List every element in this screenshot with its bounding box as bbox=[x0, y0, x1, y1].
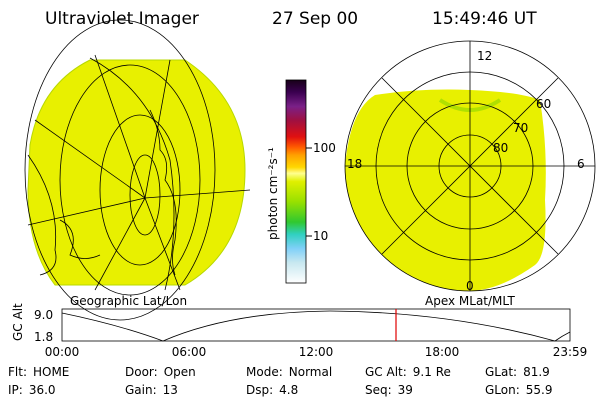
mlt-label: 0 bbox=[466, 279, 474, 293]
info-value: 4.8 bbox=[279, 383, 298, 397]
info-item: Dsp: 4.8 bbox=[246, 383, 298, 397]
info-label: Seq: bbox=[365, 383, 392, 397]
y-tick-label: 9.0 bbox=[34, 308, 53, 322]
y-tick-label: 1.8 bbox=[34, 330, 53, 344]
info-value: HOME bbox=[33, 365, 69, 379]
panel-label: Geographic Lat/Lon bbox=[70, 294, 187, 308]
info-item: GC Alt: 9.1 Re bbox=[365, 365, 451, 379]
info-item: Flt: HOME bbox=[8, 365, 69, 379]
info-value: Normal bbox=[289, 365, 332, 379]
info-value: 13 bbox=[163, 383, 178, 397]
header: Ultraviolet Imager 27 Sep 00 15:49:46 UT bbox=[45, 9, 537, 29]
info-label: Mode: bbox=[246, 365, 283, 379]
colorbar: 100 10 photon cm⁻²s⁻¹ bbox=[266, 79, 336, 284]
title: Ultraviolet Imager bbox=[45, 9, 199, 29]
info-value: 9.1 Re bbox=[413, 365, 451, 379]
colorbar-tick: 10 bbox=[313, 229, 328, 243]
info-label: IP: bbox=[8, 383, 23, 397]
info-item: Gain: 13 bbox=[125, 383, 178, 397]
info-item: Door: Open bbox=[125, 365, 196, 379]
x-tick-label: 00:00 bbox=[45, 345, 80, 359]
altitude-plot: GC Alt 9.0 1.8 00:00 06:00 12:00 18:00 23:59 bbox=[11, 303, 587, 359]
info-label: GLon: bbox=[485, 383, 520, 397]
mlat-label: 70 bbox=[513, 121, 528, 135]
info-label: Flt: bbox=[8, 365, 27, 379]
mlt-label: 18 bbox=[347, 157, 362, 171]
info-item: IP: 36.0 bbox=[8, 383, 56, 397]
y-axis-label: GC Alt bbox=[11, 303, 25, 341]
polar-image: 12 6 18 0 60 70 80 bbox=[344, 40, 596, 293]
x-tick-label: 06:00 bbox=[172, 345, 207, 359]
info-value: 55.9 bbox=[526, 383, 553, 397]
panel-label: Apex MLat/MLT bbox=[425, 294, 515, 308]
info-value: 39 bbox=[398, 383, 413, 397]
geographic-image bbox=[24, 19, 251, 321]
x-tick-label: 23:59 bbox=[553, 345, 588, 359]
colorbar-unit: photon cm⁻²s⁻¹ bbox=[266, 147, 280, 240]
info-label: GLat: bbox=[485, 365, 517, 379]
info-item: GLat: 81.9 bbox=[485, 365, 550, 379]
info-value: Open bbox=[164, 365, 196, 379]
mlat-label: 80 bbox=[493, 141, 508, 155]
x-tick-label: 12:00 bbox=[299, 345, 334, 359]
info-label: Door: bbox=[125, 365, 158, 379]
info-item: Mode: Normal bbox=[246, 365, 332, 379]
x-tick-label: 18:00 bbox=[425, 345, 460, 359]
info-label: Gain: bbox=[125, 383, 157, 397]
info-value: 81.9 bbox=[523, 365, 550, 379]
mlt-label: 6 bbox=[577, 157, 585, 171]
mlat-label: 60 bbox=[536, 97, 551, 111]
date: 27 Sep 00 bbox=[272, 9, 358, 29]
info-panel: Flt: HOME Door: Open Mode: Normal GC Alt: 9.1 R… bbox=[8, 365, 552, 397]
info-label: GC Alt: bbox=[365, 365, 407, 379]
info-item: Seq: 39 bbox=[365, 383, 413, 397]
info-value: 36.0 bbox=[29, 383, 56, 397]
info-item: GLon: 55.9 bbox=[485, 383, 552, 397]
mlt-label: 12 bbox=[477, 49, 492, 63]
time: 15:49:46 UT bbox=[432, 9, 537, 29]
info-label: Dsp: bbox=[246, 383, 273, 397]
colorbar-tick: 100 bbox=[313, 141, 336, 155]
